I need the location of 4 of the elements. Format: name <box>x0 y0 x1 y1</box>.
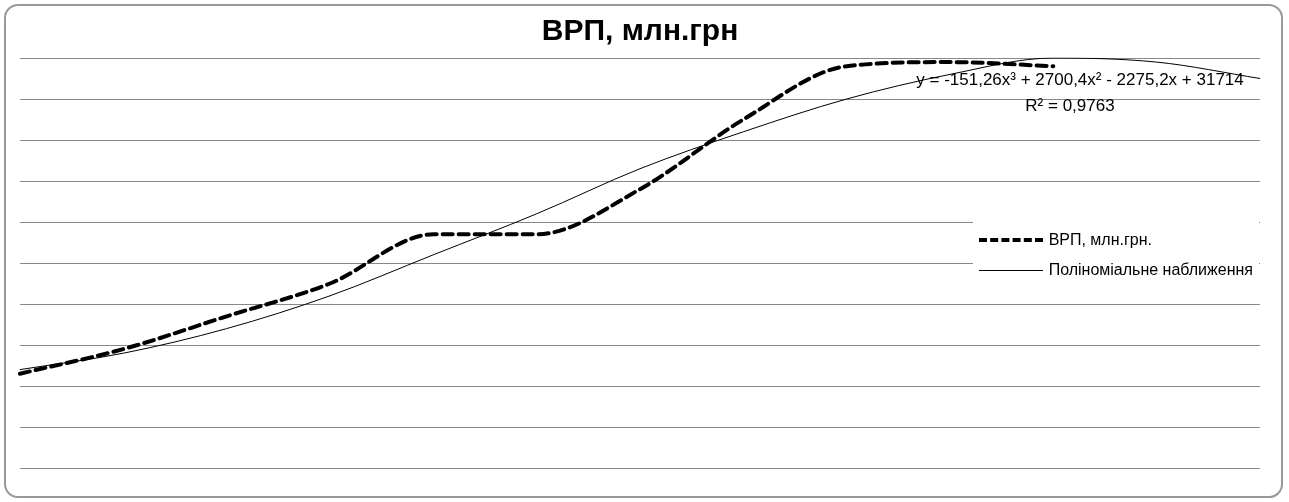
legend-label: ВРП, млн.грн. <box>1048 231 1152 249</box>
chart-title: ВРП, млн.грн <box>541 13 739 47</box>
annotation: R² = 0,9763 <box>1025 95 1115 115</box>
legend-label: Поліноміальне наближення <box>1048 261 1253 279</box>
